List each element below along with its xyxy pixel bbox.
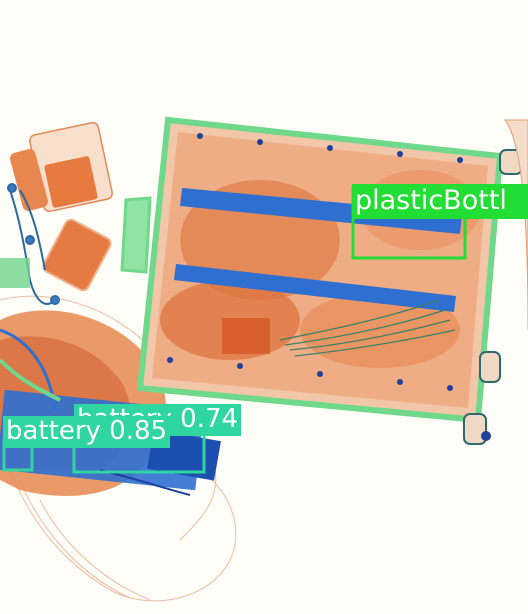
detection-label-plasticbottle: plasticBottl (352, 184, 528, 219)
bag-outline (0, 295, 237, 602)
organic-pouch (10, 149, 48, 211)
small-device (0, 258, 30, 288)
detection-label-battery-085: battery 0.85 (3, 416, 171, 448)
chain (7, 183, 60, 305)
organic-pack (42, 218, 112, 292)
food-box (29, 121, 113, 213)
